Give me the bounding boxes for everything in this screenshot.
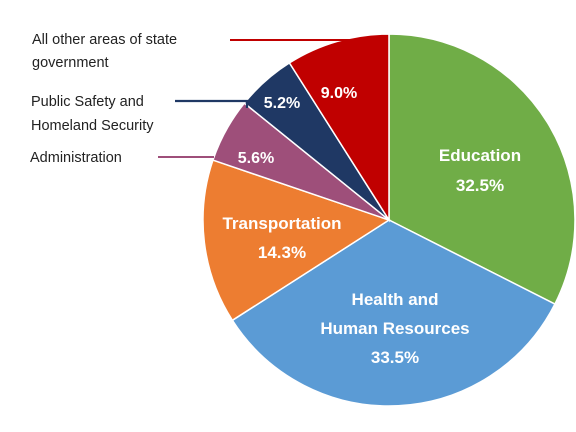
pie-slice-transportation bbox=[202, 159, 391, 322]
value-label-education: 32.5% bbox=[456, 176, 504, 195]
pie-slices bbox=[202, 33, 576, 407]
category-label-education: Education bbox=[439, 146, 521, 165]
callout-line-public-safety bbox=[175, 99, 249, 108]
value-label-public-safety: 5.2% bbox=[264, 95, 300, 112]
callout-label-administration: Administration bbox=[30, 150, 122, 166]
value-label-administration: 5.6% bbox=[238, 150, 274, 167]
category-label-transportation: Transportation bbox=[222, 214, 341, 233]
pie-slice-health bbox=[231, 219, 556, 407]
callout-label-public-safety-line1: Public Safety and bbox=[31, 94, 144, 110]
value-label-health: 33.5% bbox=[371, 348, 419, 367]
value-label-other: 9.0% bbox=[321, 85, 357, 102]
pie-slice-education bbox=[388, 33, 576, 306]
callout-label-public-safety-line2: Homeland Security bbox=[31, 118, 154, 134]
callout-label-other-line1: All other areas of state bbox=[32, 32, 177, 48]
category-label-health-line2: Human Resources bbox=[320, 319, 469, 338]
callout-label-other-line2: government bbox=[32, 55, 109, 71]
value-label-transportation: 14.3% bbox=[258, 243, 306, 262]
category-label-health-line1: Health and bbox=[352, 290, 439, 309]
pie-slice-other bbox=[288, 33, 390, 223]
